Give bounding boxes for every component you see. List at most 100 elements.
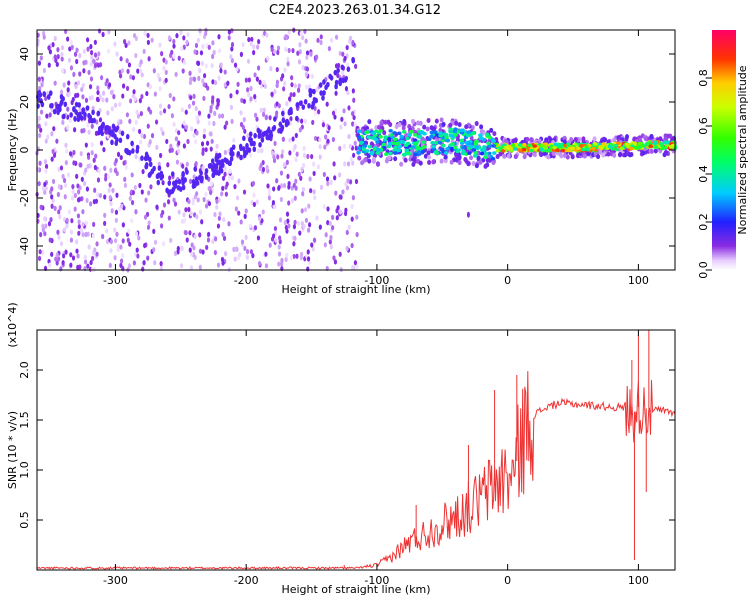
heatmap-cell <box>315 54 319 60</box>
heatmap-cell <box>492 151 497 155</box>
heatmap-cell <box>102 147 106 153</box>
heatmap-cell <box>224 251 228 257</box>
snr-xtick-label: -200 <box>234 574 259 587</box>
heatmap-cell <box>252 201 257 208</box>
heatmap-cell <box>125 112 130 118</box>
heatmap-cell <box>412 141 418 146</box>
heatmap-cell <box>76 264 80 271</box>
heatmap-cell <box>367 158 372 164</box>
heatmap-cell <box>215 204 219 210</box>
heatmap-cell <box>68 91 72 97</box>
heatmap-cell <box>289 116 293 122</box>
heatmap-cell <box>329 244 333 250</box>
heatmap-cell <box>359 140 364 145</box>
heatmap-cell <box>70 195 75 201</box>
heatmap-cell <box>84 167 88 173</box>
heatmap-cell <box>473 150 478 155</box>
heatmap-cell <box>167 35 172 41</box>
heatmap-cell <box>298 49 302 55</box>
heatmap-cell <box>601 152 606 158</box>
heatmap-cell <box>110 139 114 146</box>
heatmap-cell <box>227 35 231 41</box>
heatmap-cell <box>351 195 355 201</box>
heatmap-cell <box>371 156 376 162</box>
heatmap-cell <box>147 220 151 226</box>
heatmap-cell <box>230 28 234 34</box>
heatmap-cell <box>38 160 42 166</box>
heatmap-cell <box>559 153 564 159</box>
heatmap-cell <box>265 164 269 170</box>
heatmap-cell <box>393 156 398 162</box>
heatmap-cell <box>484 151 489 156</box>
heatmap-cell <box>354 178 359 185</box>
heatmap-cell <box>89 49 94 56</box>
heatmap-x-axis-label: Height of straight line (km) <box>281 283 430 296</box>
heatmap-cell <box>356 150 361 155</box>
heatmap-cell <box>439 117 444 123</box>
heatmap-cell <box>643 136 648 142</box>
heatmap-cell <box>193 166 198 172</box>
heatmap-cell <box>319 34 323 40</box>
heatmap-cell <box>85 186 90 192</box>
heatmap-cell <box>444 151 449 155</box>
heatmap-cell <box>52 108 57 115</box>
heatmap-cell <box>331 110 336 116</box>
heatmap-cell <box>133 184 137 191</box>
heatmap-cell <box>146 255 150 261</box>
heatmap-cell <box>478 133 483 137</box>
heatmap-cell <box>63 227 67 233</box>
heatmap-cell <box>264 251 268 257</box>
heatmap-cell <box>243 245 247 252</box>
heatmap-ytick-label: 0 <box>18 147 31 154</box>
heatmap-cell <box>38 85 42 92</box>
heatmap-cell <box>185 237 189 243</box>
heatmap-cell <box>121 93 125 99</box>
heatmap-cell <box>82 48 86 54</box>
heatmap-cell <box>207 185 211 192</box>
heatmap-cell <box>42 91 46 97</box>
heatmap-cell <box>177 148 181 154</box>
heatmap-cell <box>118 137 123 144</box>
heatmap-cell <box>170 147 174 153</box>
heatmap-cell <box>345 245 349 252</box>
heatmap-cell <box>217 169 221 176</box>
heatmap-cell <box>185 161 189 167</box>
heatmap-cell <box>293 219 297 225</box>
heatmap-cell <box>116 246 120 253</box>
heatmap-cell <box>81 209 85 215</box>
heatmap-cell <box>267 187 272 193</box>
heatmap-cell <box>220 113 225 119</box>
heatmap-cell <box>86 46 90 52</box>
heatmap-cell <box>397 131 402 136</box>
heatmap-cell <box>43 181 47 187</box>
heatmap-cell <box>198 209 203 215</box>
heatmap-cell <box>401 152 407 157</box>
heatmap-cell <box>139 59 143 65</box>
heatmap-cell <box>219 163 223 170</box>
heatmap-cell <box>229 150 233 157</box>
heatmap-cell <box>261 209 265 215</box>
heatmap-cell <box>138 128 142 135</box>
heatmap-cell <box>397 144 402 149</box>
heatmap-cell <box>85 105 90 111</box>
heatmap-cell <box>491 144 496 148</box>
heatmap-cell <box>474 163 479 169</box>
heatmap-cell <box>459 141 465 145</box>
heatmap-cell <box>53 205 57 211</box>
heatmap-cell <box>130 218 134 224</box>
heatmap-cell <box>44 95 48 102</box>
heatmap-cell <box>258 216 262 222</box>
heatmap-cell <box>292 253 296 260</box>
heatmap-cell <box>484 132 490 137</box>
heatmap-cell <box>140 133 144 139</box>
heatmap-cell <box>86 122 90 128</box>
heatmap-cell <box>293 235 297 241</box>
heatmap-cell <box>356 146 362 150</box>
heatmap-cell <box>606 151 611 157</box>
heatmap-cell <box>218 48 222 54</box>
heatmap-cell <box>253 132 257 139</box>
heatmap-cell <box>121 253 125 259</box>
heatmap-cell <box>459 138 465 143</box>
heatmap-cell <box>187 206 191 213</box>
heatmap-cell <box>227 221 231 227</box>
